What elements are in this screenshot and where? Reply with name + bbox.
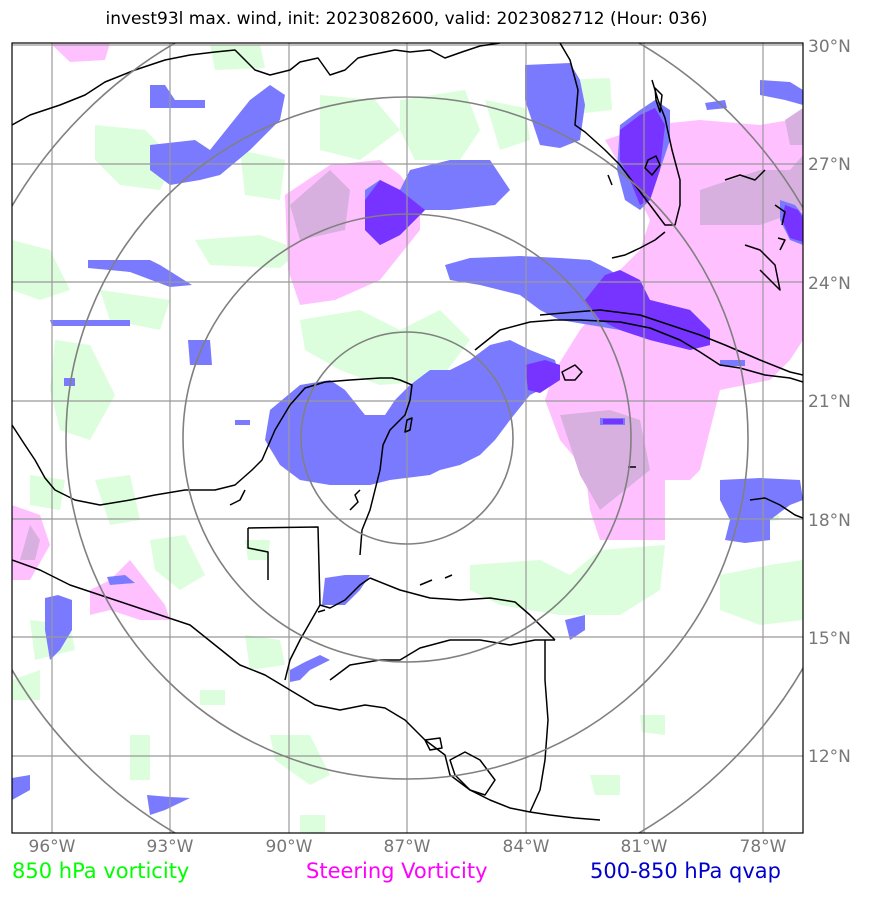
graticule	[12, 43, 803, 833]
lon-tick-label: 81°W	[621, 837, 668, 857]
lon-tick-label: 96°W	[29, 837, 76, 857]
lat-tick-label: 30°N	[808, 37, 851, 57]
map-title: invest93l max. wind, init: 2023082600, v…	[105, 9, 708, 29]
lon-tick-label: 84°W	[503, 837, 550, 857]
legend-850-vorticity: 850 hPa vorticity	[12, 859, 190, 883]
map-frame	[11, 42, 804, 834]
coastlines	[12, 43, 803, 821]
lon-tick-label: 78°W	[740, 837, 787, 857]
lon-tick-label: 93°W	[147, 837, 194, 857]
lat-tick-label: 21°N	[808, 392, 851, 412]
steering-vorticity-overlap	[20, 108, 803, 560]
lat-tick-label: 24°N	[808, 274, 851, 294]
legend-steering-vorticity: Steering Vorticity	[306, 859, 488, 883]
qvap-field	[12, 63, 803, 815]
lon-tick-label: 87°W	[384, 837, 431, 857]
lat-tick-label: 27°N	[808, 155, 851, 175]
lat-tick-label: 12°N	[808, 747, 851, 767]
lon-tick-labels: 96°W 93°W 90°W 87°W 84°W 81°W 78°W	[29, 837, 787, 857]
lon-tick-label: 90°W	[266, 837, 313, 857]
lat-tick-label: 18°N	[808, 511, 851, 531]
lat-tick-labels: 30°N 27°N 24°N 21°N 18°N 15°N 12°N	[808, 37, 851, 767]
lat-tick-label: 15°N	[808, 629, 851, 649]
legend-qvap: 500-850 hPa qvap	[590, 859, 781, 883]
